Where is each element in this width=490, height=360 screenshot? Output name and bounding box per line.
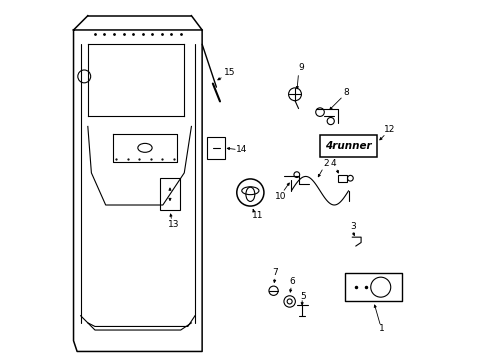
Text: 13: 13 [168, 220, 180, 229]
Text: 4: 4 [331, 159, 336, 168]
Text: 4runner: 4runner [325, 141, 372, 151]
Text: 7: 7 [272, 268, 277, 277]
Text: 3: 3 [350, 222, 356, 231]
Text: 2: 2 [323, 159, 329, 168]
Text: 5: 5 [300, 292, 306, 301]
Text: 14: 14 [236, 145, 247, 154]
Bar [320, 135, 377, 157]
Text: 9: 9 [298, 63, 304, 72]
Text: 12: 12 [384, 126, 396, 135]
Bar [338, 175, 347, 182]
Text: 11: 11 [252, 211, 264, 220]
Text: 1: 1 [379, 324, 385, 333]
Text: 10: 10 [275, 192, 287, 201]
Bar [207, 137, 225, 158]
Text: 8: 8 [343, 88, 349, 97]
Text: 15: 15 [223, 68, 235, 77]
Bar [160, 178, 180, 210]
Text: 6: 6 [290, 277, 295, 286]
Bar [345, 273, 402, 301]
